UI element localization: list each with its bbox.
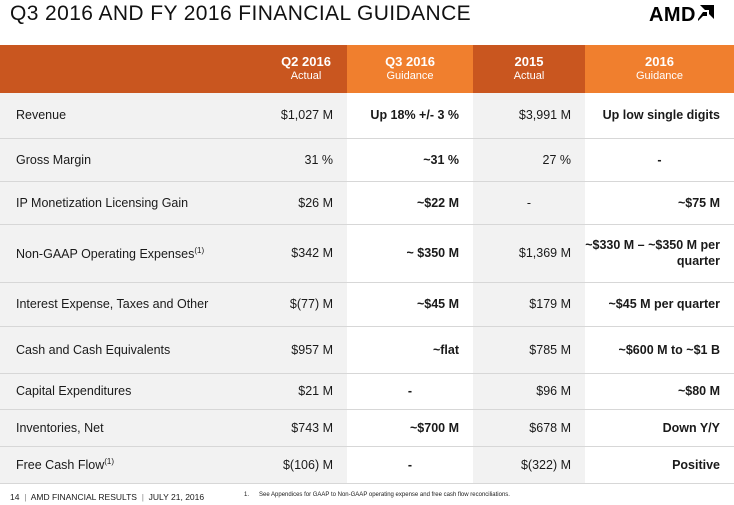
- table-cell: ~$600 M to ~$1 B: [585, 326, 734, 374]
- table-cell: $(106) M: [265, 446, 347, 484]
- col-header-main: 2016: [645, 54, 674, 69]
- table-cell: 31 %: [265, 138, 347, 182]
- col-header-main: Q3 2016: [385, 54, 435, 69]
- page-footer: 14 | AMD FINANCIAL RESULTS | JULY 21, 20…: [10, 492, 204, 502]
- header-row: Q2 2016 Actual Q3 2016 Guidance 2015 Act…: [0, 45, 734, 93]
- amd-logo: AMD: [649, 4, 714, 27]
- table-cell: ~31 %: [347, 138, 473, 182]
- footnote-number: 1.: [244, 492, 250, 498]
- col-header-sub: Actual: [290, 70, 322, 82]
- row-label-text: Free Cash Flow: [16, 458, 105, 472]
- col-header-sub: Guidance: [386, 70, 434, 82]
- table-row: Inventories, Net $743 M ~$700 M $678 M D…: [0, 409, 734, 447]
- table-cell: ~$80 M: [585, 373, 734, 410]
- row-label-text: Interest Expense, Taxes and Other: [16, 297, 209, 311]
- row-label: Non-GAAP Operating Expenses(1): [0, 224, 265, 283]
- row-label-text: Gross Margin: [16, 152, 92, 167]
- col-header-q3-2016: Q3 2016 Guidance: [347, 45, 473, 93]
- row-label: Gross Margin: [0, 138, 265, 182]
- table-cell: ~$22 M: [347, 181, 473, 225]
- table-row: Revenue $1,027 M Up 18% +/- 3 % $3,991 M…: [0, 93, 734, 139]
- col-header-sub: Actual: [513, 70, 545, 82]
- col-header-2015: 2015 Actual: [473, 45, 585, 93]
- col-header-2016: 2016 Guidance: [585, 45, 734, 93]
- col-header-main: Q2 2016: [281, 54, 331, 69]
- table-row: Free Cash Flow(1) $(106) M - $(322) M Po…: [0, 446, 734, 484]
- row-label-text: Non-GAAP Operating Expenses: [16, 246, 195, 261]
- table-cell: ~$330 M – ~$350 M per quarter: [585, 224, 734, 283]
- logo-text: AMD: [648, 4, 696, 26]
- row-label-text: Revenue: [16, 108, 67, 123]
- table-cell: $1,027 M: [265, 93, 347, 139]
- table-cell: ~$45 M per quarter: [585, 282, 734, 327]
- table-cell: Down Y/Y: [585, 409, 734, 447]
- table-cell: $(322) M: [473, 446, 585, 484]
- table-cell: $21 M: [265, 373, 347, 410]
- table-cell: Up 18% +/- 3 %: [347, 93, 473, 139]
- title-bar: Q3 2016 AND FY 2016 FINANCIAL GUIDANCE A…: [0, 0, 734, 44]
- table-cell: Up low single digits: [585, 93, 734, 139]
- col-header-sub: Guidance: [635, 70, 684, 82]
- table-cell: ~$700 M: [347, 409, 473, 447]
- row-label: Capital Expenditures: [0, 373, 265, 410]
- guidance-table: Q2 2016 Actual Q3 2016 Guidance 2015 Act…: [0, 45, 734, 484]
- table-cell: $743 M: [265, 409, 347, 447]
- footnote: 1. See Appendices for GAAP to Non-GAAP o…: [244, 492, 510, 498]
- table-cell: ~ $350 M: [347, 224, 473, 283]
- table-cell: $785 M: [473, 326, 585, 374]
- row-label-text: Inventories, Net: [16, 420, 104, 435]
- row-label: Free Cash Flow(1): [0, 446, 265, 484]
- table-cell: ~$75 M: [585, 181, 734, 225]
- table-cell: $1,369 M: [473, 224, 585, 283]
- footnote-text: See Appendices for GAAP to Non-GAAP oper…: [259, 492, 510, 498]
- page-title: Q3 2016 AND FY 2016 FINANCIAL GUIDANCE: [10, 2, 472, 25]
- row-label: Cash and Cash Equivalents: [0, 326, 265, 374]
- table-cell: $(77) M: [265, 282, 347, 327]
- table-row: Cash and Cash Equivalents $957 M ~flat $…: [0, 326, 734, 374]
- row-label: Revenue: [0, 93, 265, 139]
- table-cell: $342 M: [265, 224, 347, 283]
- table-cell: -: [585, 138, 734, 182]
- col-header-main: 2015: [514, 54, 544, 69]
- table-row: Capital Expenditures $21 M - $96 M ~$80 …: [0, 373, 734, 410]
- footnote-marker: (1): [194, 245, 205, 255]
- col-header-q2-2016: Q2 2016 Actual: [265, 45, 347, 93]
- row-label: IP Monetization Licensing Gain: [0, 181, 265, 225]
- table-cell: $678 M: [473, 409, 585, 447]
- page-number: 14: [10, 492, 20, 502]
- table-cell: $3,991 M: [473, 93, 585, 139]
- footer-separator: |: [141, 492, 144, 502]
- table-cell: -: [473, 181, 585, 225]
- footer-section: AMD FINANCIAL RESULTS: [30, 492, 137, 502]
- row-label-text: Cash and Cash Equivalents: [16, 342, 171, 357]
- table-cell: $957 M: [265, 326, 347, 374]
- header-blank: [0, 45, 265, 93]
- table-row: Gross Margin 31 % ~31 % 27 % -: [0, 138, 734, 182]
- footer-separator: |: [24, 492, 27, 502]
- table-row: Interest Expense, Taxes and Other $(77) …: [0, 282, 734, 327]
- footer-date: JULY 21, 2016: [148, 492, 205, 502]
- table-cell: ~$45 M: [347, 282, 473, 327]
- table-row: IP Monetization Licensing Gain $26 M ~$2…: [0, 181, 734, 225]
- row-label-text: Capital Expenditures: [16, 384, 132, 398]
- table-cell: $179 M: [473, 282, 585, 327]
- row-label-text: IP Monetization Licensing Gain: [16, 195, 189, 210]
- table-cell: $96 M: [473, 373, 585, 410]
- table-cell: 27 %: [473, 138, 585, 182]
- row-label: Inventories, Net: [0, 409, 265, 447]
- table-cell: -: [347, 446, 473, 484]
- footnote-marker: (1): [104, 457, 115, 466]
- table-cell: $26 M: [265, 181, 347, 225]
- table-cell: ~flat: [347, 326, 473, 374]
- table-cell: -: [347, 373, 473, 410]
- table-row: Non-GAAP Operating Expenses(1) $342 M ~ …: [0, 224, 734, 283]
- table-cell: Positive: [585, 446, 734, 484]
- amd-arrow-icon: [698, 5, 714, 26]
- row-label: Interest Expense, Taxes and Other: [0, 282, 265, 327]
